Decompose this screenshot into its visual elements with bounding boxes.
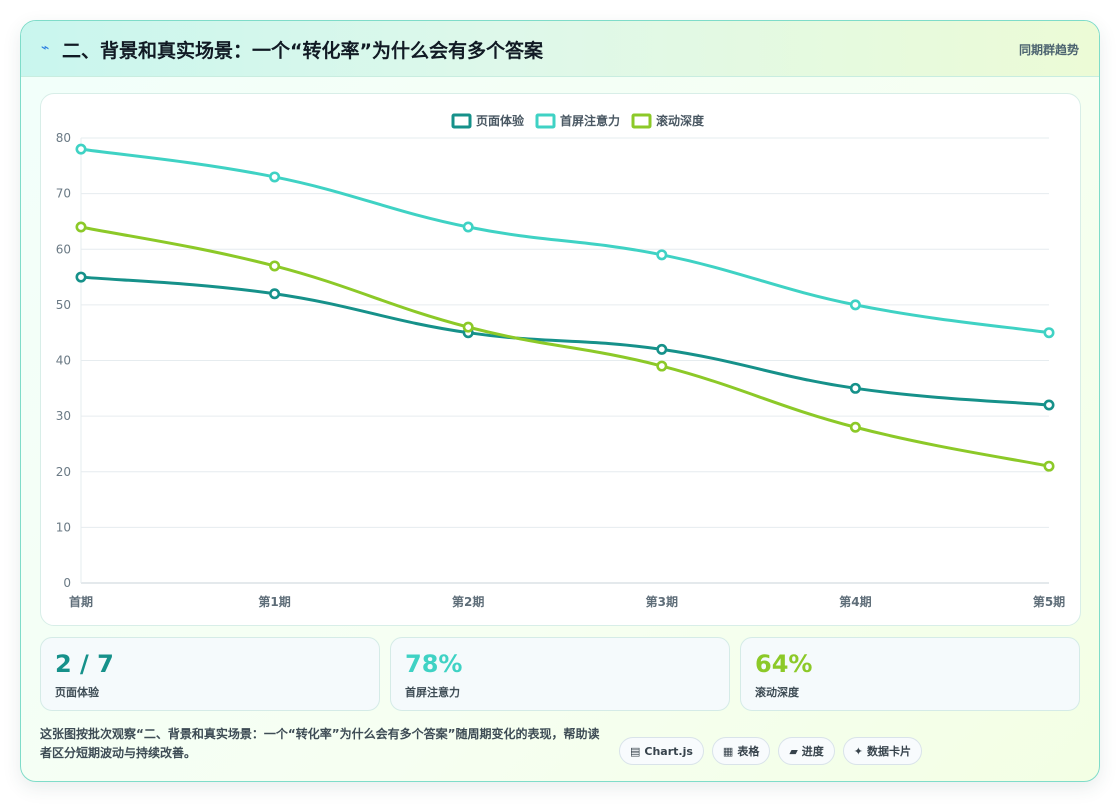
x-tick-label: 第2期 <box>452 594 484 609</box>
chart-panel: 0 10 20 30 40 50 60 70 80 首期 第1期 第2期 第3期 第4期 第5期 页面体验 首屏… <box>40 93 1081 626</box>
sparkle-icon: ✦ <box>853 744 864 758</box>
feature-pills: ▤ Chart.js ▦ 表格 ▰ 进度 ✦ 数据卡片 <box>619 737 923 765</box>
stat-label: 首屏注意力 <box>405 686 460 699</box>
legend-label: 页面体验 <box>476 113 525 128</box>
stat-card-scroll-depth: 64% 滚动深度 <box>740 637 1080 711</box>
data-point <box>75 271 87 283</box>
y-tick-label: 10 <box>56 520 71 534</box>
y-tick-label: 70 <box>56 187 71 201</box>
pill-label: 进度 <box>801 745 824 758</box>
legend-swatch <box>535 113 556 129</box>
data-point <box>656 343 668 355</box>
y-tick-label: 40 <box>56 354 71 368</box>
table-icon: ▦ <box>722 744 734 758</box>
data-point <box>462 321 474 333</box>
chart-icon: ▤ <box>630 744 641 758</box>
y-tick-label: 30 <box>56 409 71 423</box>
stat-card-first-screen: 78% 首屏注意力 <box>390 637 730 711</box>
pill-table[interactable]: ▦ 表格 <box>711 737 771 765</box>
pill-progress[interactable]: ▰ 进度 <box>778 737 835 765</box>
trend-card: ⌁ 二、背景和真实场景：一个“转化率”为什么会有多个答案 同期群趋势 0 10 20… <box>20 20 1100 782</box>
stat-value: 2 / 7 <box>55 650 114 678</box>
legend-label: 滚动深度 <box>656 113 705 128</box>
y-tick-label: 60 <box>56 242 71 256</box>
series-line-1 <box>79 147 1051 335</box>
legend-label: 首屏注意力 <box>560 113 620 128</box>
x-tick-label: 第3期 <box>646 594 678 609</box>
series-line-2 <box>79 225 1051 468</box>
data-point <box>849 382 861 394</box>
line-chart: 0 10 20 30 40 50 60 70 80 首期 第1期 第2期 第3期 第4期 第5期 页面体验 首屏… <box>56 113 1065 609</box>
card-header: ⌁ 二、背景和真实场景：一个“转化率”为什么会有多个答案 同期群趋势 <box>21 21 1099 77</box>
pill-data-cards[interactable]: ✦ 数据卡片 <box>842 737 923 765</box>
pill-label: 表格 <box>737 745 760 758</box>
stat-value: 78% <box>405 650 463 678</box>
legend-swatch <box>451 113 472 129</box>
legend-swatch <box>631 113 652 129</box>
pill-label: Chart.js <box>644 744 693 758</box>
y-tick-label: 80 <box>56 131 71 145</box>
data-point <box>75 143 87 155</box>
pill-label: 数据卡片 <box>867 745 912 758</box>
x-tick-label: 第4期 <box>839 594 871 609</box>
data-point <box>1043 327 1055 339</box>
stat-label: 页面体验 <box>55 686 99 699</box>
data-point <box>269 260 281 272</box>
series-line-0 <box>79 275 1051 407</box>
x-tick-label: 第5期 <box>1033 594 1065 609</box>
y-tick-label: 20 <box>56 465 71 479</box>
data-point <box>1043 399 1055 411</box>
y-tick-label: 0 <box>63 576 71 590</box>
data-point <box>849 299 861 311</box>
data-point <box>269 171 281 183</box>
stat-card-page-experience: 2 / 7 页面体验 <box>40 637 380 711</box>
data-point <box>269 288 281 300</box>
stat-label: 滚动深度 <box>755 686 799 699</box>
data-point <box>656 360 668 372</box>
data-point <box>656 249 668 261</box>
stat-value: 64% <box>755 650 813 678</box>
progress-icon: ▰ <box>789 744 798 758</box>
y-tick-label: 50 <box>56 298 71 312</box>
data-point <box>462 221 474 233</box>
pill-chartjs[interactable]: ▤ Chart.js <box>619 737 704 765</box>
x-tick-label: 第1期 <box>258 594 290 609</box>
chart-description: 这张图按批次观察“二、背景和真实场景：一个“转化率”为什么会有多个答案”随周期变… <box>40 727 600 760</box>
data-point <box>75 221 87 233</box>
lightning-icon: ⌁ <box>41 40 50 56</box>
header-tag: 同期群趋势 <box>1018 43 1079 57</box>
x-tick-label: 首期 <box>69 594 93 609</box>
data-point <box>1043 460 1055 472</box>
page-title: 二、背景和真实场景：一个“转化率”为什么会有多个答案 <box>62 40 543 62</box>
data-point <box>849 421 861 433</box>
